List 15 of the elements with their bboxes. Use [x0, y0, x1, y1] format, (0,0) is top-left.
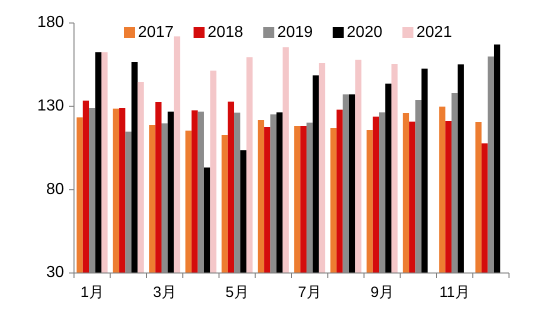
y-tick-label: 180 — [37, 14, 64, 32]
x-tick-label: 11月 — [439, 284, 470, 301]
x-tick-label: 3月 — [152, 284, 176, 301]
x-tick-label: 1月 — [80, 284, 104, 301]
y-tick-label: 130 — [37, 98, 64, 115]
legend-label: 2020 — [346, 24, 382, 42]
y-tick-label: 30 — [46, 264, 64, 282]
legend-label: 2021 — [416, 24, 452, 42]
y-tick-label: 80 — [46, 180, 64, 198]
legend-label: 2017 — [138, 24, 174, 42]
legend-label: 2019 — [277, 24, 313, 42]
x-tick-label: 7月 — [298, 284, 322, 301]
x-tick-label: 5月 — [225, 284, 249, 301]
legend-label: 2018 — [208, 24, 244, 42]
x-tick-label: 9月 — [370, 284, 394, 301]
